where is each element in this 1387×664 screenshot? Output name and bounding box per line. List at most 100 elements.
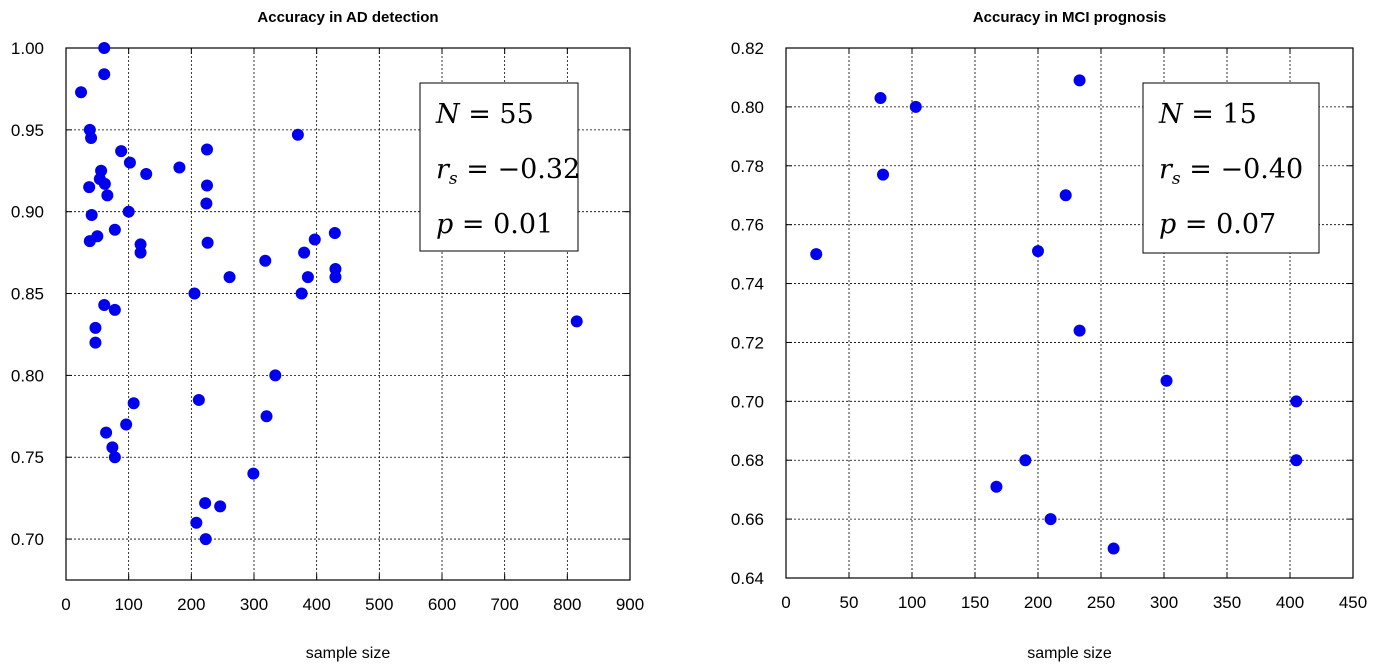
data-point [269,369,282,382]
x-tick-label: 200 [1024,593,1052,612]
y-tick-label: 0.64 [731,569,764,588]
x-tick-label: 900 [616,595,644,614]
data-point [328,226,341,239]
y-tick-label: 0.66 [731,510,764,529]
data-points [810,74,1303,555]
data-point [95,164,108,177]
data-point [810,248,823,261]
data-point [1059,189,1072,202]
chart-title: Accuracy in MCI prognosis [973,9,1166,26]
x-tick-label: 0 [61,595,70,614]
chart-title: Accuracy in AD detection [257,9,438,26]
data-point [120,418,133,431]
data-point [295,287,308,300]
data-point [877,168,890,181]
data-point [570,315,583,328]
x-tick-label: 800 [553,595,581,614]
chart-ad-detection: Accuracy in AD detection 0 100 200 300 400 500… [0,0,693,664]
data-point [199,533,212,546]
x-tick-label: 300 [240,595,268,614]
data-point [85,208,98,221]
y-tick-label: 0.78 [731,157,764,176]
data-point [201,236,214,249]
x-tick-label: 100 [898,593,926,612]
y-tick-label: 0.76 [731,216,764,235]
stats-line-2: rs = −0.40 [1159,154,1303,189]
data-point [199,497,212,510]
data-point [98,68,111,81]
x-tick-label: 700 [490,595,518,614]
data-point [909,100,922,113]
y-tick-label: 0.68 [731,451,764,470]
x-tick-label: 50 [840,593,859,612]
data-point [259,254,272,267]
x-tick-label: 400 [1276,593,1304,612]
y-tick-label: 0.82 [731,39,764,58]
y-tick-label: 0.75 [11,448,44,467]
data-points [75,42,583,546]
x-tick-label: 200 [177,595,205,614]
data-point [1290,454,1303,467]
data-point [329,271,342,284]
data-point [260,410,273,423]
stats-box-frame [1142,82,1320,254]
data-point [1107,542,1120,555]
data-point [123,156,136,169]
x-tick-label: 400 [302,595,330,614]
data-point [201,179,213,192]
x-tick-label: 500 [365,595,393,614]
stats-line-2: rs = −0.32 [436,154,580,189]
y-tick-label: 0.72 [731,333,764,352]
data-point [214,500,227,513]
x-tick-label: 350 [1213,593,1241,612]
data-point [874,92,887,105]
data-point [298,246,311,259]
data-point [1073,324,1086,337]
data-point [1044,513,1057,526]
data-point [115,145,128,158]
x-tick-label: 600 [428,595,456,614]
stats-line-1: N = 55 [435,99,534,130]
data-point [108,303,121,316]
data-point [75,86,88,99]
x-tick-label: 100 [114,595,142,614]
data-point [85,132,98,145]
x-axis-label: sample size [306,645,391,662]
chart-mci-prognosis-svg: Accuracy in MCI prognosis 0 50 100 150 200 250… [731,9,1367,662]
y-tick-label: 0.90 [11,203,44,222]
y-tick-label: 0.95 [11,121,44,140]
data-point [127,397,140,410]
plot-frame [785,47,1354,579]
data-point [190,516,203,529]
y-tick-label: 0.70 [731,392,764,411]
data-point [291,128,304,141]
data-point [140,168,153,181]
x-tick-label: 0 [781,593,790,612]
x-tick-label: 250 [1087,593,1115,612]
data-point [1073,74,1086,87]
data-point [98,298,111,311]
data-point [173,161,186,174]
data-point [1032,245,1044,258]
data-point [1019,454,1032,467]
data-point [192,393,205,406]
data-point [134,246,147,259]
stats-line-3: p = 0.01 [436,209,553,240]
y-tick-label: 1.00 [11,39,44,58]
data-point [247,467,260,480]
y-tick-label: 0.74 [731,275,764,294]
chart-ad-detection-svg: Accuracy in AD detection 0 100 200 300 400 500… [11,9,644,662]
stats-box: N = 55 rs = −0.32 p = 0.01 [419,82,580,252]
data-point [200,197,213,210]
data-point [98,177,111,190]
stats-box: N = 15 rs = −0.40 p = 0.07 [1142,82,1320,254]
data-point [188,287,201,300]
data-point [100,426,113,439]
data-point [201,143,213,156]
stats-line-1: N = 15 [1158,99,1257,130]
data-point [301,271,314,284]
data-point [990,480,1003,493]
data-point [1290,395,1303,408]
stats-box-frame [419,82,579,252]
x-tick-label: 300 [1150,593,1178,612]
